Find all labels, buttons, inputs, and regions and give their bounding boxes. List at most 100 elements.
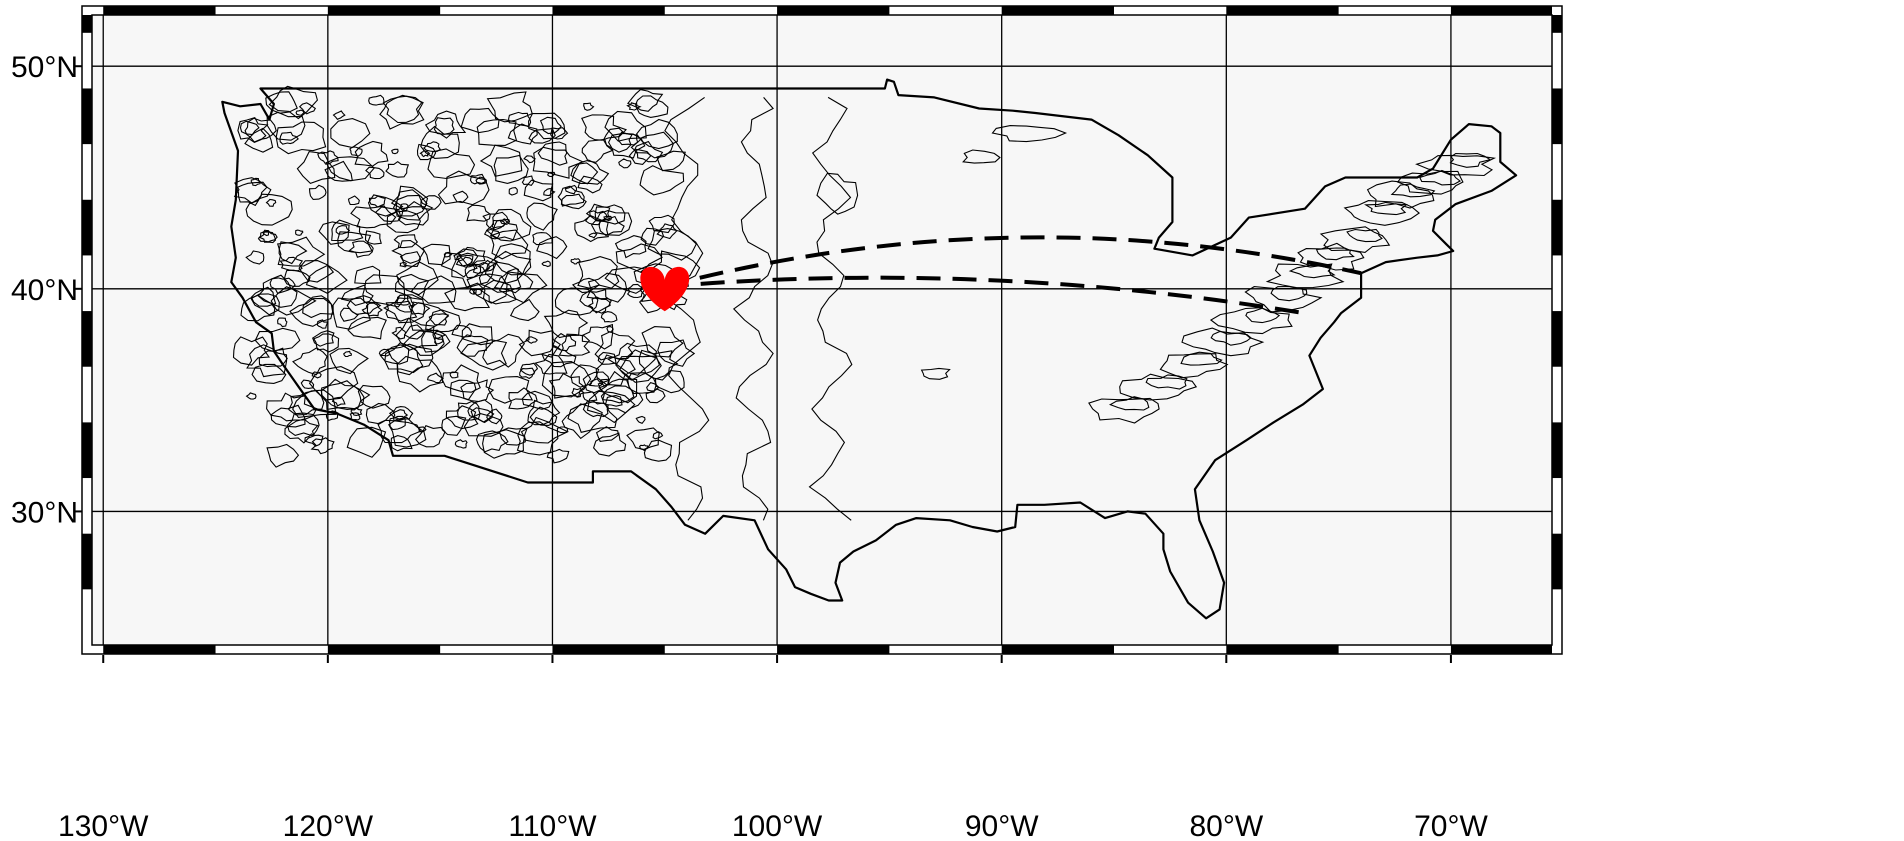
map-frame <box>74 5 1563 663</box>
contour <box>388 415 406 431</box>
contour <box>516 421 559 456</box>
contour <box>346 426 387 458</box>
contour <box>361 302 383 317</box>
contour <box>278 241 308 265</box>
contour <box>388 416 427 448</box>
contour <box>245 250 265 265</box>
frame-tick <box>777 645 890 654</box>
frame-tick <box>327 645 441 654</box>
contour <box>425 309 461 333</box>
contour <box>469 173 486 185</box>
contour <box>329 347 369 375</box>
contour <box>627 89 664 112</box>
contour <box>335 225 351 235</box>
contour <box>525 336 538 344</box>
contour <box>424 110 467 139</box>
contour <box>331 396 346 407</box>
frame-tick <box>777 6 890 15</box>
contour <box>262 229 270 237</box>
contour <box>399 251 422 267</box>
contour <box>313 333 340 353</box>
contour <box>1390 183 1436 198</box>
contour <box>628 148 652 165</box>
contour <box>1180 351 1223 366</box>
contour <box>614 235 647 259</box>
longitude-label: 70°W <box>1414 810 1488 841</box>
contour <box>582 399 609 418</box>
contour <box>250 177 261 187</box>
contour <box>257 230 278 243</box>
contour <box>499 218 511 225</box>
contour <box>607 342 657 376</box>
contour <box>343 350 352 358</box>
contour <box>235 181 268 207</box>
contour <box>537 141 568 166</box>
contour <box>441 415 467 436</box>
contour <box>571 387 586 398</box>
contour <box>592 432 627 457</box>
plains-contour <box>808 96 853 521</box>
contour <box>410 275 457 304</box>
contour <box>526 202 558 231</box>
frame-tick <box>103 645 216 654</box>
contour <box>482 429 526 459</box>
contour <box>582 391 598 402</box>
contour <box>279 131 299 145</box>
contour <box>269 277 296 294</box>
contour <box>470 407 495 423</box>
contour <box>391 326 407 340</box>
contour <box>635 118 678 150</box>
contour <box>266 443 300 468</box>
contour <box>408 302 431 316</box>
land-layer <box>221 78 1518 620</box>
frame-tick <box>103 6 216 15</box>
contour <box>452 190 469 204</box>
contour <box>577 175 603 194</box>
contour <box>390 185 429 210</box>
contour <box>245 392 257 400</box>
contour <box>519 367 536 380</box>
contour <box>456 334 489 357</box>
contour <box>633 140 664 163</box>
contour <box>302 295 334 319</box>
contour <box>656 223 678 240</box>
contour <box>454 439 468 449</box>
frame-tick <box>1552 311 1562 367</box>
contour <box>570 162 599 185</box>
contour <box>1209 307 1293 335</box>
contour <box>639 165 685 196</box>
contour <box>550 126 569 140</box>
contour <box>378 348 391 357</box>
contour <box>582 371 610 394</box>
contour <box>476 118 518 146</box>
contour <box>1419 169 1462 186</box>
contour <box>395 317 438 351</box>
contour <box>480 279 517 305</box>
contour <box>289 297 334 327</box>
contour <box>523 155 536 164</box>
contour <box>420 125 460 159</box>
contour <box>403 324 425 340</box>
contour <box>292 389 337 418</box>
contour <box>395 194 434 221</box>
frame-tick <box>82 533 92 590</box>
graticule <box>92 15 1552 645</box>
contour <box>656 150 686 172</box>
contour <box>1415 154 1497 177</box>
contour <box>816 172 859 215</box>
contour <box>451 252 498 289</box>
contour <box>423 141 441 153</box>
contour <box>265 198 277 207</box>
contour <box>433 117 455 135</box>
frame-tick <box>82 422 92 479</box>
contour <box>434 337 444 345</box>
plains-contour <box>664 96 710 521</box>
elevation-contours <box>232 85 1497 521</box>
contour <box>332 110 346 120</box>
contour <box>383 294 426 324</box>
contour <box>455 254 474 267</box>
contour <box>348 240 374 258</box>
frame-tick <box>1552 15 1562 33</box>
contour <box>240 294 276 322</box>
contour <box>532 146 585 179</box>
